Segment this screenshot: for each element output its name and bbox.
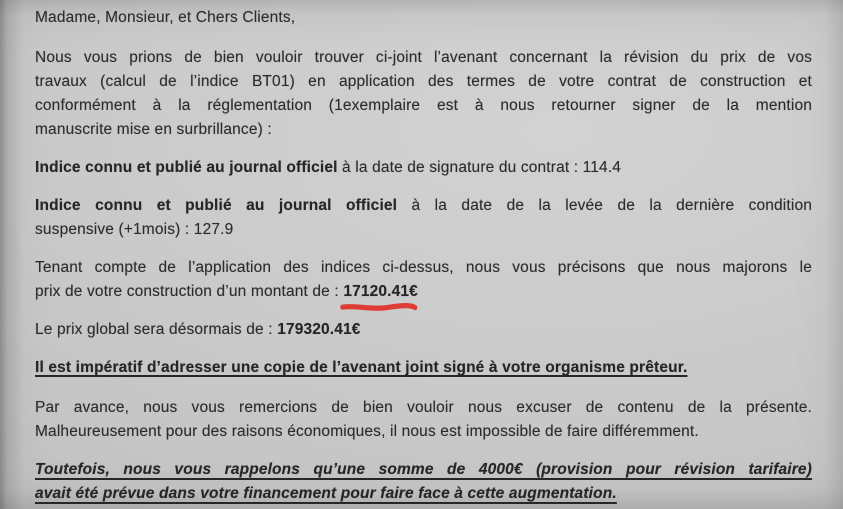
index-contract-rest: à la date de signature du contrat : [337,159,583,176]
apology-paragraph: Par avance, nous vous remercions de bien… [35,396,812,444]
provision-reminder-line-last: avait été prévue dans votre financement … [35,485,617,502]
index-contract-paragraph: Indice connu et publié au journal offici… [35,156,812,180]
index-suspensive-value: 127.9 [193,221,234,238]
index-contract-value: 114.4 [582,159,622,176]
intro-line: conformément à la réglementation (1exemp… [35,97,812,114]
imperative-notice-text: Il est impératif d’adresser une copie de… [35,359,688,376]
index-suspensive-bold-lead: Indice connu et publié au journal offici… [35,197,398,214]
index-suspensive-paragraph: Indice connu et publié au journal offici… [35,194,812,242]
intro-paragraph: Nous vous prions de bien vouloir trouver… [35,46,812,142]
imperative-notice-paragraph: Il est impératif d’adresser une copie de… [35,356,812,380]
increase-paragraph: Tenant compte de l’application des indic… [35,256,812,311]
index-suspensive-rest: à la date de la levée de la dernière con… [397,197,812,214]
global-price-amount: 179320.41€ [277,321,361,338]
increase-amount-highlighted: 17120.41€ [340,280,418,311]
index-contract-bold-lead: Indice connu et publié au journal offici… [35,159,338,176]
index-suspensive-line2-lead: suspensive (+1mois) : [35,221,194,238]
greeting-text: Madame, Monsieur, et Chers Clients, [35,9,296,26]
greeting-line: Madame, Monsieur, et Chers Clients, [35,6,812,30]
apology-line: Par avance, nous vous remercions de bien… [35,399,812,416]
increase-amount: 17120.41€ [343,283,418,300]
intro-line-last: manuscrite mise en surbrillance) : [35,121,272,138]
index-suspensive-line2: suspensive (+1mois) : 127.9 [35,218,812,242]
provision-reminder-paragraph: Toutefois, nous vous rappelons qu’une so… [35,458,812,506]
increase-line1: Tenant compte de l’application des indic… [35,259,812,276]
index-suspensive-line1: Indice connu et publié au journal offici… [35,194,812,218]
increase-line2-lead: prix de votre construction d’un montant … [35,283,344,300]
global-price-paragraph: Le prix global sera désormais de : 17932… [35,318,812,342]
letter-body: Madame, Monsieur, et Chers Clients, Nous… [35,6,812,506]
apology-line-last: Malheureusement pour des raisons économi… [35,423,699,440]
intro-line: Nous vous prions de bien vouloir trouver… [35,49,812,66]
increase-line2: prix de votre construction d’un montant … [35,280,812,311]
red-pen-underline [340,303,418,311]
provision-reminder-line: Toutefois, nous vous rappelons qu’une so… [35,461,812,478]
intro-line: travaux (calcul de l’indice BT01) en app… [35,73,812,90]
global-price-lead: Le prix global sera désormais de : [35,321,278,338]
